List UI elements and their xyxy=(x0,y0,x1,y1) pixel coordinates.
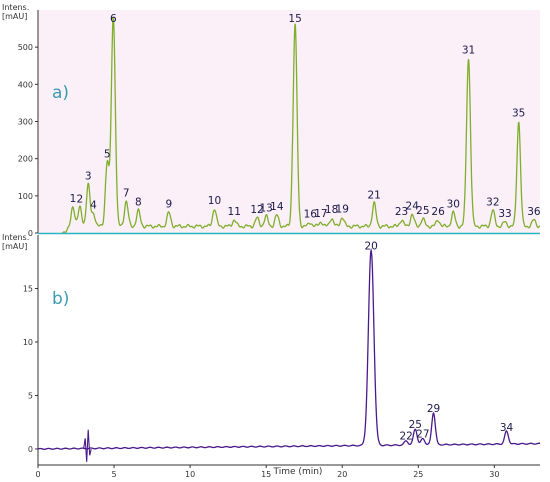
a-peak-label: 12 xyxy=(250,204,263,216)
a-peak-label: 1 xyxy=(70,193,77,205)
a-peak-label: 14 xyxy=(270,201,284,213)
panel-b-injection-spike xyxy=(83,429,92,462)
a-peak-label: 30 xyxy=(447,199,460,211)
a-peak-label: 9 xyxy=(165,199,172,211)
b-peak-label: 22 xyxy=(399,431,412,443)
b-peak-label: 27 xyxy=(416,429,429,441)
x-tick-label: 0 xyxy=(35,470,40,479)
x-ticks: 0 5 10 15 20 25 30 xyxy=(35,465,499,479)
a-peak-label: 23 xyxy=(395,206,408,218)
a-y-tick-label: 100 xyxy=(18,192,33,201)
a-peak-label: 5 xyxy=(104,148,111,160)
panel-b-ylabel-line1: Intens. xyxy=(2,233,29,242)
a-peak-label: 25 xyxy=(416,205,429,217)
x-axis-label: Time (min) xyxy=(273,467,323,477)
panel-a-y-ticks: 0 100 200 300 400 500 xyxy=(18,43,38,238)
panel-a-label: a) xyxy=(52,83,69,103)
a-peak-label: 15 xyxy=(288,13,301,25)
a-peak-label: 26 xyxy=(431,206,445,218)
x-tick-label: 30 xyxy=(489,470,499,479)
a-peak-label: 31 xyxy=(462,44,475,56)
a-peak-label: 7 xyxy=(123,187,130,199)
a-peak-label: 6 xyxy=(110,13,117,25)
a-peak-label: 17 xyxy=(314,208,327,220)
x-tick-label: 5 xyxy=(112,470,117,479)
a-peak-label: 32 xyxy=(486,197,499,209)
a-y-tick-label: 0 xyxy=(28,229,33,238)
a-peak-label: 18 xyxy=(325,204,338,216)
b-peak-label: 25 xyxy=(409,419,422,431)
b-peak-label: 29 xyxy=(427,403,440,415)
a-peak-label: 11 xyxy=(228,206,241,218)
a-peak-label: 36 xyxy=(527,206,541,218)
panel-a-background xyxy=(38,10,540,233)
panel-b-label: b) xyxy=(52,289,69,309)
a-y-tick-label: 500 xyxy=(18,43,33,52)
x-tick-label: 15 xyxy=(261,470,271,479)
x-tick-label: 20 xyxy=(337,470,347,479)
b-peak-label: 34 xyxy=(500,422,514,434)
a-peak-label: 35 xyxy=(512,108,525,120)
panel-a-ylabel-line1: Intens. xyxy=(2,3,29,12)
a-peak-label: 19 xyxy=(336,203,349,215)
a-peak-label: 16 xyxy=(304,209,318,221)
x-tick-label: 25 xyxy=(413,470,423,479)
panel-b: Intens. [mAU] 0 5 10 15 0 5 10 15 20 25 30 Time (… xyxy=(2,233,540,479)
a-peak-label: 21 xyxy=(368,189,381,201)
a-y-tick-label: 300 xyxy=(18,118,33,127)
a-y-tick-label: 400 xyxy=(18,80,33,89)
a-peak-label: 10 xyxy=(208,195,221,207)
b-peak-label: 20 xyxy=(364,240,377,252)
x-tick-label: 10 xyxy=(185,470,195,479)
b-y-tick-label: 5 xyxy=(28,391,33,400)
panel-a-ylabel-line2: [mAU] xyxy=(2,12,27,21)
a-peak-label: 33 xyxy=(498,208,511,220)
a-peak-label: 13 xyxy=(259,202,272,214)
panel-a-trace xyxy=(61,16,541,234)
panel-b-ylabel-line2: [mAU] xyxy=(2,242,27,251)
a-peak-label: 4 xyxy=(90,200,97,212)
b-y-tick-label: 0 xyxy=(28,445,33,454)
b-y-tick-label: 15 xyxy=(23,284,33,293)
a-y-tick-label: 200 xyxy=(18,155,33,164)
a-peak-label: 24 xyxy=(406,200,420,212)
a-peak-label: 8 xyxy=(135,197,142,209)
panel-b-trace xyxy=(37,247,540,450)
b-y-tick-label: 10 xyxy=(23,338,33,347)
a-peak-label: 2 xyxy=(76,194,83,206)
panel-b-y-ticks: 0 5 10 15 xyxy=(23,284,38,454)
a-peak-label: 3 xyxy=(85,171,92,183)
